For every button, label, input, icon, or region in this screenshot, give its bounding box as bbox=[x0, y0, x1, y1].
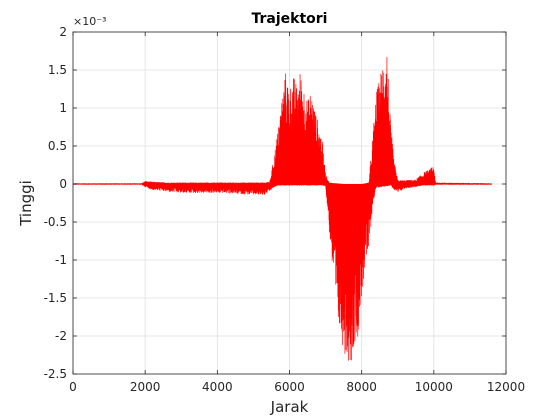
chart-title: Trajektori bbox=[252, 11, 328, 27]
y-tick-label: 0 bbox=[59, 177, 67, 191]
y-tick-label: -2 bbox=[55, 329, 67, 343]
x-tick-label: 10000 bbox=[415, 380, 453, 394]
axis-ticks: 0 2000 4000 6000 8000 10000 12000 2 1.5 1 0.5 0 -0.5… bbox=[44, 25, 526, 394]
x-tick-label: 12000 bbox=[487, 380, 525, 394]
y-tick-label: 2 bbox=[59, 25, 67, 39]
y-tick-label: 0.5 bbox=[48, 139, 67, 153]
y-tick-label: -0.5 bbox=[44, 215, 67, 229]
y-axis-exponent: ×10⁻³ bbox=[73, 15, 106, 28]
x-tick-label: 0 bbox=[69, 380, 77, 394]
y-axis-title: Tinggi bbox=[17, 180, 35, 227]
x-tick-label: 2000 bbox=[130, 380, 161, 394]
y-tick-label: 1.5 bbox=[48, 63, 67, 77]
series-line-0 bbox=[72, 57, 492, 361]
y-tick-label: 1 bbox=[59, 101, 67, 115]
x-axis-title: Jarak bbox=[270, 398, 309, 416]
x-tick-label: 4000 bbox=[202, 380, 233, 394]
x-tick-label: 6000 bbox=[274, 380, 305, 394]
series-trajectory bbox=[72, 57, 492, 361]
x-tick-label: 8000 bbox=[346, 380, 377, 394]
y-tick-label: -1.5 bbox=[44, 291, 67, 305]
y-tick-label: -1 bbox=[55, 253, 67, 267]
y-tick-label: -2.5 bbox=[44, 367, 67, 381]
